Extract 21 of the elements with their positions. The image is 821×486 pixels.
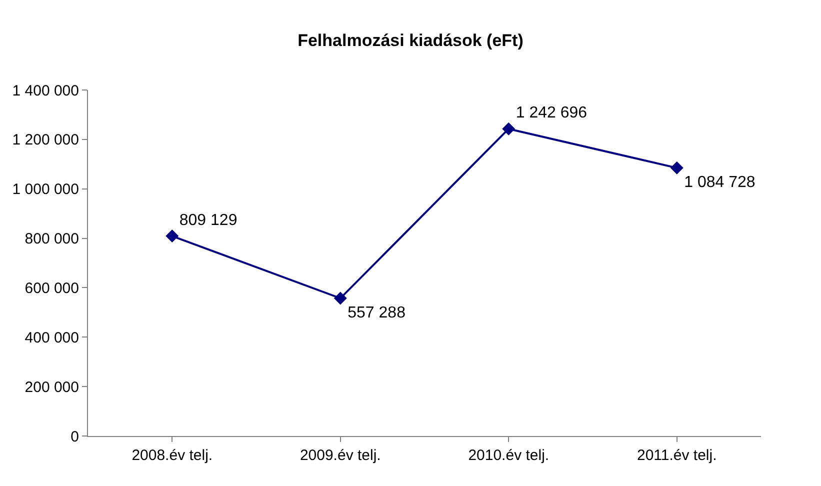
- y-tick-label: 800 000: [24, 230, 79, 248]
- data-label: 557 288: [348, 304, 406, 322]
- point: [670, 161, 684, 174]
- chart-title: Felhalmozási kiadások (eFt): [298, 30, 524, 50]
- point: [166, 230, 179, 243]
- x-tick-label: 2009.év telj.: [300, 447, 381, 464]
- y-tick-label: 200 000: [24, 378, 79, 396]
- y-tick-label: 1 400 000: [12, 82, 79, 100]
- y-tick-label: 400 000: [24, 329, 79, 346]
- x-tick-label: 2008.év telj.: [132, 447, 213, 464]
- point: [334, 292, 347, 305]
- data-label: 1 084 728: [684, 174, 756, 192]
- y-tick-label: 1 200 000: [12, 132, 79, 149]
- y-tick-label: 0: [70, 428, 79, 446]
- point: [502, 122, 516, 136]
- data-label: 809 129: [179, 212, 238, 229]
- y-tick-label: 600 000: [24, 280, 79, 297]
- data-label: 1 242 696: [516, 104, 588, 122]
- y-tick-label: 1 000 000: [12, 181, 79, 198]
- x-tick-label: 2011.év telj.: [636, 447, 717, 464]
- x-tick-label: 2010.év telj.: [468, 447, 550, 464]
